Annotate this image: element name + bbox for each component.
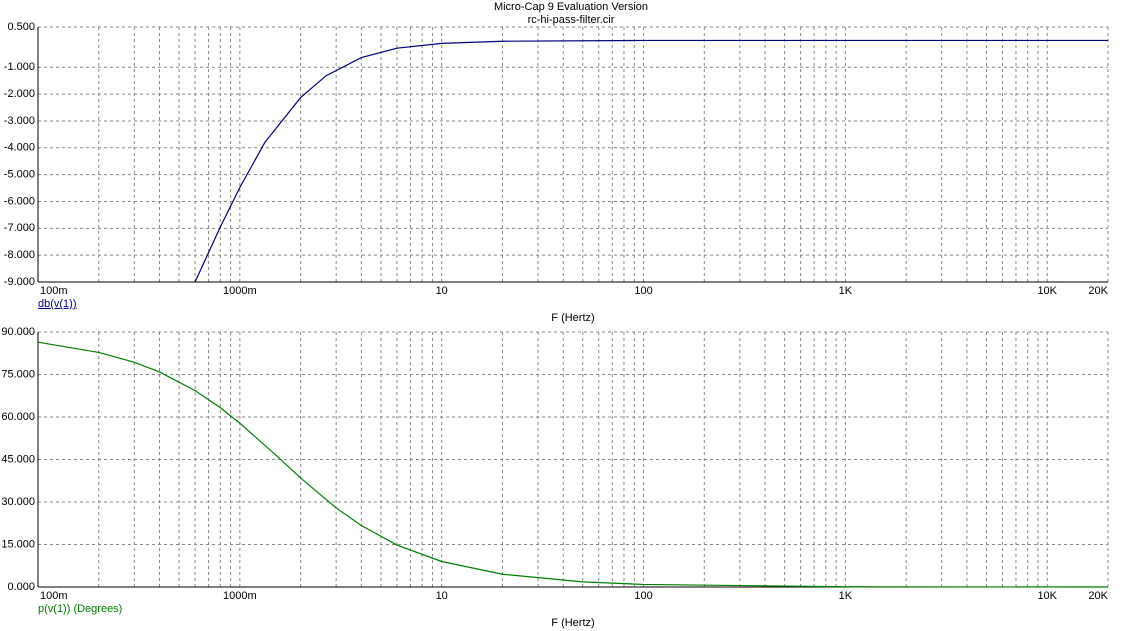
- chart-title: Micro-Cap 9 Evaluation Version: [494, 1, 648, 13]
- y-tick-label: 60.000: [1, 411, 35, 423]
- x-tick-label: 20K: [1088, 590, 1108, 602]
- chart-subtitle: rc-hi-pass-filter.cir: [528, 14, 615, 26]
- y-tick-label: -6.000: [4, 195, 35, 207]
- y-tick-label: -3.000: [4, 115, 35, 127]
- y-tick-label: -1.000: [4, 61, 35, 73]
- x-axis-label: F (Hertz): [551, 312, 594, 324]
- x-tick-label: 10K: [1037, 590, 1057, 602]
- x-tick-label: 100: [634, 590, 652, 602]
- y-tick-label: -8.000: [4, 249, 35, 261]
- y-tick-label: 45.000: [1, 453, 35, 465]
- x-tick-label: 100m: [40, 590, 68, 602]
- series-label: db(v(1)): [38, 298, 77, 310]
- x-tick-label: 100: [634, 285, 652, 297]
- x-tick-label: 20K: [1088, 285, 1108, 297]
- series-line: [37, 341, 1109, 588]
- x-tick-label: 1000m: [223, 590, 257, 602]
- x-tick-label: 10: [436, 285, 448, 297]
- y-tick-label: -2.000: [4, 88, 35, 100]
- y-tick-label: -9.000: [4, 276, 35, 288]
- series-line: [194, 39, 1108, 283]
- series-label: p(v(1)) (Degrees): [38, 603, 122, 615]
- y-tick-label: 0.000: [7, 581, 35, 593]
- x-tick-label: 1000m: [223, 285, 257, 297]
- y-tick-label: 30.000: [1, 496, 35, 508]
- y-tick-label: 75.000: [1, 368, 35, 380]
- x-axis-label: F (Hertz): [551, 617, 594, 629]
- y-tick-label: -5.000: [4, 169, 35, 181]
- y-tick-label: -7.000: [4, 222, 35, 234]
- y-tick-label: -4.000: [4, 142, 35, 154]
- x-tick-label: 1K: [839, 590, 853, 602]
- x-tick-label: 1K: [839, 285, 853, 297]
- x-tick-label: 100m: [40, 285, 68, 297]
- y-tick-label: 0.500: [7, 21, 35, 33]
- x-tick-label: 10: [436, 590, 448, 602]
- y-tick-label: 15.000: [1, 538, 35, 550]
- x-tick-label: 10K: [1037, 285, 1057, 297]
- y-tick-label: 90.000: [1, 326, 35, 338]
